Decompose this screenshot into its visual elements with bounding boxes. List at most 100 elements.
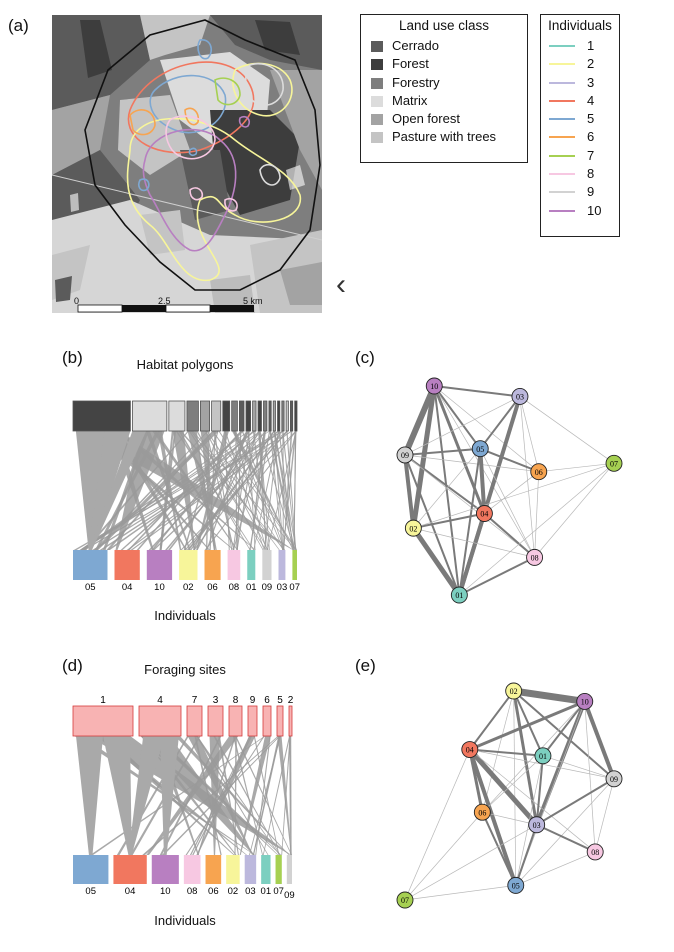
individuals-legend-item: 8: [541, 165, 619, 183]
bipartite-link: [273, 431, 295, 550]
network-node: [507, 876, 525, 894]
network-edge: [403, 454, 416, 529]
network-node: [605, 454, 623, 472]
top-node: [245, 400, 251, 432]
network-edge: [483, 512, 536, 559]
bottom-node-label: 09: [262, 582, 273, 593]
network-node-label: 06: [535, 468, 543, 477]
top-node: [72, 705, 134, 737]
bottom-node-label: 10: [160, 886, 171, 897]
top-node: [228, 705, 243, 737]
bipartite-link: [102, 431, 149, 550]
network-edge: [481, 690, 515, 813]
panel-a-label: (a): [8, 16, 29, 35]
bipartite-link: [263, 431, 280, 550]
network-edge: [514, 824, 538, 886]
individuals-legend-swatch: [549, 63, 575, 66]
individuals-legend-item: 4: [541, 92, 619, 110]
network-edge: [467, 748, 518, 887]
individuals-legend-label: 4: [587, 92, 595, 108]
bipartite-link: [75, 431, 105, 550]
top-node: [231, 400, 238, 432]
network-edge: [482, 755, 544, 813]
top-node: [72, 400, 131, 432]
bipartite-link: [152, 431, 238, 550]
network-edge: [536, 777, 615, 826]
chevron-left-icon[interactable]: ‹: [336, 268, 346, 301]
bipartite-link: [180, 431, 297, 550]
individuals-legend-swatch: [549, 191, 575, 194]
bipartite-link: [224, 431, 230, 550]
network-edge: [515, 755, 544, 886]
bottom-node-label: 09: [284, 890, 295, 901]
top-node-label: 1: [100, 695, 106, 706]
top-node: [290, 400, 294, 432]
network-edge: [534, 471, 540, 558]
bipartite-link: [79, 431, 262, 550]
bipartite-link: [159, 431, 177, 550]
bipartite-link: [179, 431, 285, 550]
bipartite-link: [289, 736, 291, 855]
bipartite-link: [191, 431, 297, 550]
bipartite-link: [281, 736, 291, 855]
individuals-legend-item: 9: [541, 183, 619, 201]
network-edge: [515, 778, 615, 886]
bipartite-link: [148, 431, 260, 550]
network-edge: [482, 811, 537, 826]
bipartite-link: [80, 431, 271, 550]
top-node: [211, 400, 222, 432]
bottom-node-label: 05: [85, 886, 96, 897]
bipartite-link: [116, 736, 189, 855]
network-edge: [479, 447, 540, 473]
network-node: [404, 519, 422, 537]
top-node: [281, 400, 285, 432]
bipartite-link: [189, 736, 251, 855]
network-node-label: 02: [510, 687, 518, 696]
panel-c-label: (c): [355, 348, 375, 367]
bipartite-link: [289, 736, 292, 855]
top-node-label: 2: [288, 695, 294, 706]
bottom-node: [261, 855, 271, 884]
network-edge: [478, 448, 487, 514]
top-node-label: 8: [233, 695, 239, 706]
panel-b-xlabel: Individuals: [154, 608, 216, 623]
panel-d-title: Foraging sites: [144, 662, 226, 677]
individuals-legend-item: 5: [541, 110, 619, 128]
landuse-legend-swatch: [371, 114, 383, 126]
network-edge: [538, 462, 615, 473]
network-edge: [413, 462, 615, 529]
bipartite-link: [205, 431, 269, 550]
network-node: [528, 816, 546, 834]
network-edge: [542, 700, 586, 757]
top-node: [247, 705, 258, 737]
bipartite-link: [212, 431, 297, 550]
bottom-node: [292, 550, 297, 580]
bipartite-link: [153, 736, 200, 855]
top-node: [257, 400, 262, 432]
bipartite-link: [218, 431, 298, 550]
bipartite-link: [252, 736, 280, 855]
network-edge: [433, 385, 482, 450]
bipartite-link: [157, 431, 182, 550]
bipartite-link: [113, 431, 187, 550]
bottom-node: [262, 550, 272, 580]
bipartite-link: [239, 736, 271, 855]
bottom-node-label: 01: [246, 582, 257, 593]
landuse-legend-swatch: [371, 41, 383, 52]
top-node-label: 6: [264, 695, 270, 706]
bottom-node: [114, 550, 140, 580]
network-edge: [404, 885, 516, 901]
bipartite-link: [231, 431, 294, 550]
bipartite-link: [269, 431, 294, 550]
bottom-node-label: 06: [207, 582, 218, 593]
bottom-node: [146, 550, 173, 580]
network-edges: [404, 687, 616, 901]
bipartite-link: [262, 736, 291, 855]
network-edge: [434, 385, 539, 472]
bipartite-link: [200, 431, 216, 550]
bipartite-link: [274, 431, 297, 550]
bipartite-link: [233, 431, 266, 550]
individuals-legend-swatch: [549, 99, 575, 102]
bottom-node: [113, 855, 147, 884]
individuals-legend-item: 6: [541, 128, 619, 146]
